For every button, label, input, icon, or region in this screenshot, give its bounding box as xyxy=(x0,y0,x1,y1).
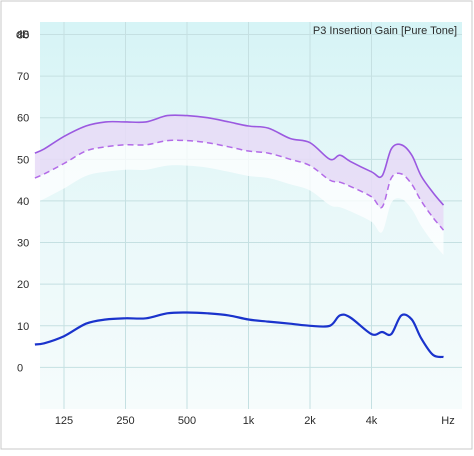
x-tick-label: 125 xyxy=(55,415,73,427)
series-line-gain xyxy=(34,311,444,359)
x-tick-label: 500 xyxy=(178,415,196,427)
y-tick-label: 60 xyxy=(17,113,29,125)
y-tick-label: 20 xyxy=(17,279,29,291)
x-tick-label: 250 xyxy=(116,415,134,427)
series-group xyxy=(34,114,445,359)
target-band xyxy=(34,115,444,231)
y-tick-label: 50 xyxy=(17,154,29,166)
chart-title: P3 Insertion Gain [Pure Tone] xyxy=(313,25,457,37)
x-tick-label: 4k xyxy=(366,415,378,427)
x-tick-label: Hz xyxy=(441,415,454,427)
y-axis-label: dB xyxy=(16,29,29,41)
x-tick-label: 2k xyxy=(304,415,316,427)
y-tick-label: 0 xyxy=(17,362,23,374)
series-line-dashed xyxy=(34,139,445,231)
x-tick-label: 1k xyxy=(243,415,255,427)
target-lower-wash xyxy=(34,140,444,255)
y-tick-label: 30 xyxy=(17,238,29,250)
x-tick-labels: 125 250 500 1k 2k 4k Hz xyxy=(55,415,455,427)
y-tick-label: 80 xyxy=(17,29,29,41)
y-tick-label: 10 xyxy=(17,321,29,333)
plot-area xyxy=(40,22,462,409)
y-tick-label: 40 xyxy=(17,196,29,208)
target-band-fills xyxy=(34,115,444,255)
series-line-upper xyxy=(34,114,445,206)
y-tick-labels: 80 70 60 50 40 30 20 10 0 xyxy=(17,29,29,374)
y-tick-label: 70 xyxy=(17,71,29,83)
